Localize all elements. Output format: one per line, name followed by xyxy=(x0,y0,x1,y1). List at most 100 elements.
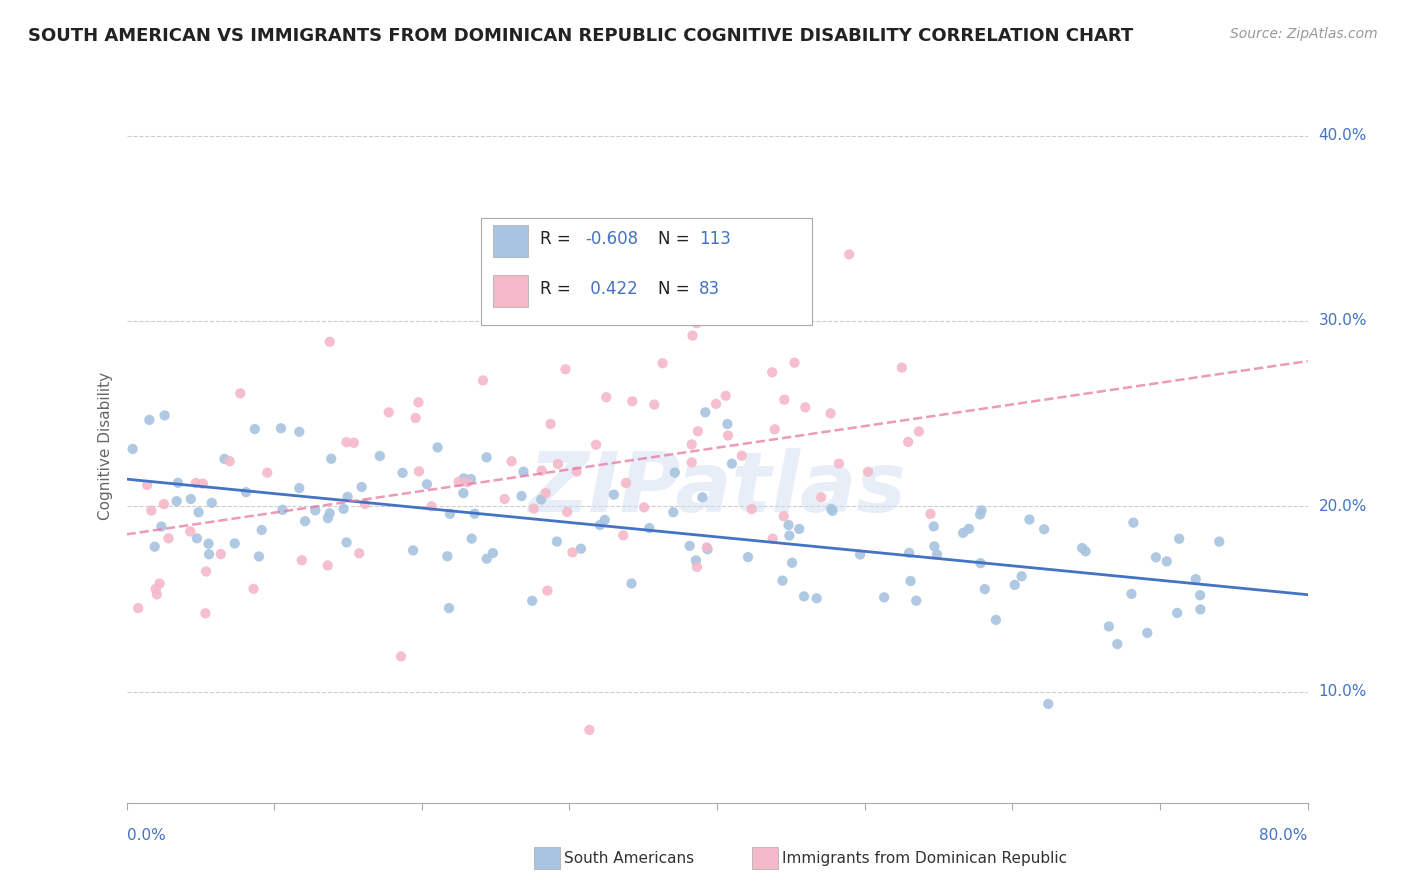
Point xyxy=(547,457,569,471)
Point xyxy=(1166,606,1188,620)
Point xyxy=(828,457,851,471)
Point xyxy=(332,501,354,516)
Point xyxy=(838,247,860,261)
Text: South Americans: South Americans xyxy=(564,851,695,865)
Point xyxy=(546,534,568,549)
Point xyxy=(494,491,516,506)
Point xyxy=(856,465,879,479)
Point xyxy=(612,528,634,542)
Point xyxy=(247,549,270,564)
Point xyxy=(153,497,176,511)
Point xyxy=(1122,516,1144,530)
Point xyxy=(194,607,217,621)
Point xyxy=(969,508,991,522)
Point xyxy=(761,365,783,379)
Point xyxy=(806,591,828,606)
Point xyxy=(391,466,413,480)
Point xyxy=(1018,512,1040,526)
Point xyxy=(291,553,314,567)
Point xyxy=(453,471,475,485)
Point xyxy=(157,532,180,546)
Point xyxy=(593,513,616,527)
FancyBboxPatch shape xyxy=(481,218,811,325)
Point xyxy=(651,356,673,370)
Text: R =: R = xyxy=(540,230,576,248)
Point xyxy=(920,507,942,521)
Point xyxy=(783,356,806,370)
Point xyxy=(890,360,912,375)
Point xyxy=(898,546,921,560)
Text: 83: 83 xyxy=(699,280,720,298)
Point xyxy=(294,514,316,528)
Point xyxy=(402,543,425,558)
Point xyxy=(318,506,340,520)
Point xyxy=(952,525,974,540)
Point xyxy=(678,539,700,553)
Bar xyxy=(492,225,529,257)
Point xyxy=(270,421,292,435)
Point xyxy=(197,537,219,551)
Point xyxy=(437,601,460,615)
Text: -0.608: -0.608 xyxy=(585,230,638,248)
Point xyxy=(436,549,458,564)
Point xyxy=(821,504,844,518)
Point xyxy=(578,723,600,737)
Point xyxy=(1168,532,1191,546)
Point xyxy=(716,417,738,431)
Text: 80.0%: 80.0% xyxy=(1260,828,1308,843)
Point xyxy=(820,502,842,516)
Point xyxy=(389,649,412,664)
Point xyxy=(350,480,373,494)
Point xyxy=(925,548,948,562)
Point xyxy=(1189,588,1212,602)
Point xyxy=(150,519,173,533)
Point xyxy=(250,523,273,537)
Point xyxy=(585,438,607,452)
Point xyxy=(335,435,357,450)
Point xyxy=(1098,619,1121,633)
Point xyxy=(143,540,166,554)
Point xyxy=(405,411,427,425)
Point xyxy=(924,540,946,554)
Point xyxy=(522,594,544,608)
Point xyxy=(908,425,931,439)
Point xyxy=(662,505,685,519)
Point xyxy=(849,548,872,562)
Point xyxy=(523,501,546,516)
Point xyxy=(141,503,163,517)
Point xyxy=(957,522,980,536)
Point xyxy=(772,574,794,588)
Point xyxy=(319,334,342,349)
Point xyxy=(620,576,643,591)
Text: 10.0%: 10.0% xyxy=(1319,684,1367,699)
Point xyxy=(984,613,1007,627)
Point xyxy=(1107,637,1129,651)
Point xyxy=(696,542,718,557)
Point xyxy=(686,424,709,438)
Point xyxy=(969,556,991,570)
Y-axis label: Cognitive Disability: Cognitive Disability xyxy=(98,372,114,520)
Point xyxy=(793,590,815,604)
Point xyxy=(780,556,803,570)
Point xyxy=(897,434,920,449)
Point xyxy=(343,435,366,450)
Point xyxy=(787,522,810,536)
Text: 30.0%: 30.0% xyxy=(1319,313,1367,328)
Text: SOUTH AMERICAN VS IMMIGRANTS FROM DOMINICAN REPUBLIC COGNITIVE DISABILITY CORREL: SOUTH AMERICAN VS IMMIGRANTS FROM DOMINI… xyxy=(28,27,1133,45)
Point xyxy=(778,518,800,533)
Point xyxy=(1189,602,1212,616)
Point xyxy=(794,401,817,415)
Point xyxy=(184,475,207,490)
Point xyxy=(368,449,391,463)
Point xyxy=(1011,569,1033,583)
Point xyxy=(686,560,709,574)
Text: 0.0%: 0.0% xyxy=(127,828,166,843)
Point xyxy=(973,582,995,596)
Point xyxy=(420,500,443,514)
Point xyxy=(540,417,562,431)
Point xyxy=(271,503,294,517)
Point xyxy=(224,536,246,550)
Text: Source: ZipAtlas.com: Source: ZipAtlas.com xyxy=(1230,27,1378,41)
Point xyxy=(696,541,718,555)
Point xyxy=(146,587,169,601)
